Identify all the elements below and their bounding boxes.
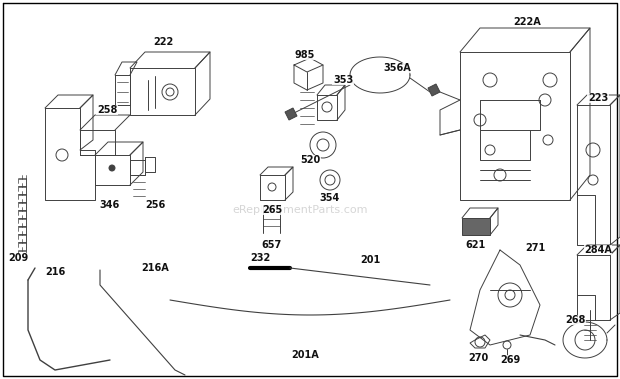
Text: 201: 201	[360, 255, 380, 265]
Text: 201A: 201A	[291, 350, 319, 360]
Text: 209: 209	[8, 253, 28, 263]
Polygon shape	[462, 218, 490, 235]
Text: 256: 256	[145, 200, 165, 210]
Circle shape	[109, 165, 115, 171]
Text: 222A: 222A	[513, 17, 541, 27]
Text: 216: 216	[45, 267, 65, 277]
Text: 621: 621	[466, 240, 486, 250]
Text: 271: 271	[525, 243, 545, 253]
Text: 284A: 284A	[584, 245, 612, 255]
Text: eReplacementParts.com: eReplacementParts.com	[232, 205, 368, 215]
Text: 354: 354	[320, 193, 340, 203]
Text: 216A: 216A	[141, 263, 169, 273]
Text: 268: 268	[565, 315, 585, 325]
Text: 232: 232	[250, 253, 270, 263]
Text: 258: 258	[97, 105, 117, 115]
Polygon shape	[428, 84, 440, 96]
Text: 270: 270	[468, 353, 488, 363]
Text: 265: 265	[262, 205, 282, 215]
Text: 657: 657	[262, 240, 282, 250]
Polygon shape	[285, 108, 297, 120]
Text: 223: 223	[588, 93, 608, 103]
Text: 222: 222	[153, 37, 173, 47]
Text: 985: 985	[295, 50, 315, 60]
Text: 346: 346	[100, 200, 120, 210]
Text: 353: 353	[333, 75, 353, 85]
Text: 269: 269	[500, 355, 520, 365]
Text: 356A: 356A	[383, 63, 411, 73]
Text: 520: 520	[300, 155, 320, 165]
